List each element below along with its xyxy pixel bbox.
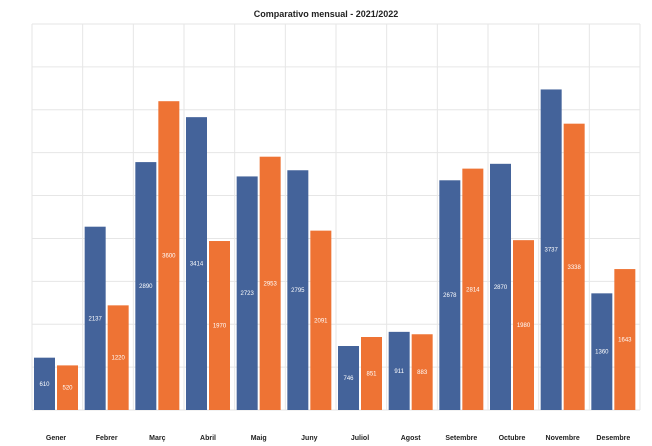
category-label: Abril [200,435,216,442]
category-label: Juny [301,435,317,442]
bar-orange-4 [259,156,281,410]
bar-value-label: 1220 [111,356,125,362]
bar-blue-4 [236,176,258,410]
bar-value-label: 3737 [544,248,558,254]
bar-orange-6 [361,337,382,410]
bar-orange-8 [462,168,484,410]
bar-blue-2 [135,162,157,410]
bar-orange-1 [107,305,129,410]
bar-blue-8 [439,180,461,410]
bar-orange-7 [411,334,433,410]
bar-value-label: 2137 [88,316,102,322]
bar-value-label: 1360 [595,350,609,356]
category-label: Juliol [351,435,369,442]
bar-value-label: 1970 [213,324,227,330]
bar-blue-5 [287,170,309,410]
bar-blue-9 [490,163,511,410]
category-label: Gener [46,435,67,442]
bar-value-label: 2678 [443,293,457,299]
bar-value-label: 3338 [567,265,581,271]
category-label: Març [149,435,165,442]
bar-orange-3 [209,241,230,410]
bar-value-label: 610 [39,382,50,388]
bars-group [34,89,636,411]
bar-blue-3 [186,117,207,410]
bar-labels-group: 610 520 2137 1220 2890 3600 3414 1970 2723 2953 27… [39,248,632,392]
bar-value-label: 911 [394,369,404,375]
bar-blue-1 [84,226,106,410]
bar-value-label: 2723 [240,291,254,297]
bar-value-label: 851 [366,372,377,378]
bar-blue-11 [591,293,613,410]
category-labels-group: Gener Febrer Març Abril Maig Juny Juliol Agost S… [46,435,630,442]
bar-value-label: 2795 [291,288,305,294]
bar-value-label: 2890 [139,284,153,290]
category-label: Desembre [596,435,630,442]
category-label: Febrer [96,435,118,442]
chart-title: Comparativo mensual - 2021/2022 [253,9,399,19]
category-label: Setembre [445,435,477,442]
category-label: Maig [251,435,267,442]
category-label: Octubre [499,435,526,442]
category-label: Agost [401,435,422,442]
bar-orange-2 [158,101,180,410]
bar-value-label: 883 [417,370,428,376]
bar-orange-5 [310,230,332,410]
bar-orange-10 [563,123,585,411]
bar-value-label: 3600 [162,254,176,260]
bar-orange-9 [513,240,534,410]
bar-value-label: 2814 [466,287,480,293]
bar-value-label: 2953 [263,281,277,287]
bar-value-label: 1643 [618,338,632,344]
bar-blue-7 [388,331,410,410]
bar-blue-10 [540,89,562,410]
bar-orange-0 [57,365,78,410]
bar-value-label: 3414 [190,262,204,268]
bar-blue-0 [34,357,55,410]
bar-value-label: 1980 [517,323,531,329]
bar-value-label: 520 [62,386,73,392]
bar-value-label: 2870 [494,285,508,291]
grid-lines [31,23,641,411]
category-label: Novembre [546,435,580,442]
bar-value-label: 2091 [314,318,328,324]
bar-blue-6 [338,346,359,410]
bar-orange-11 [614,269,636,410]
bar-value-label: 746 [343,376,354,382]
